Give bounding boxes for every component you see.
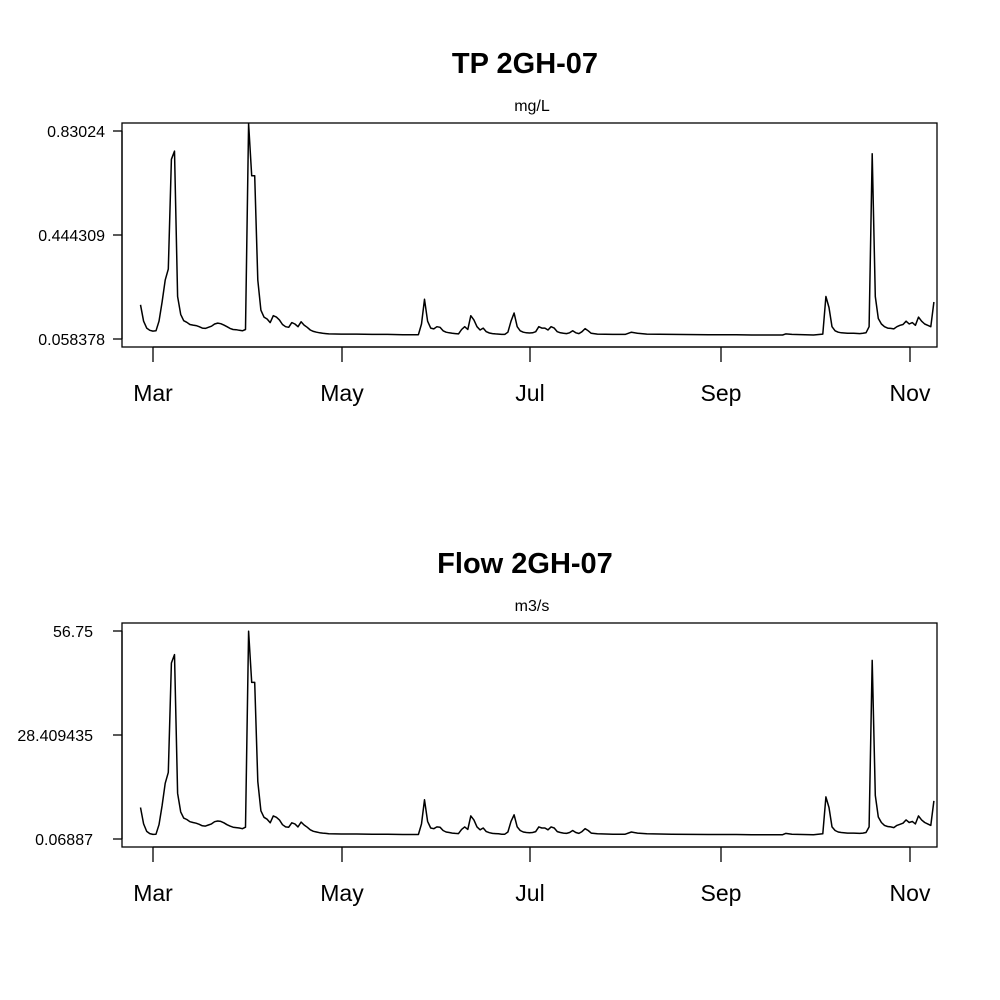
- y-tick-label: 56.75: [53, 624, 93, 641]
- x-tick-label: May: [320, 380, 364, 406]
- x-tick-label: Sep: [701, 880, 742, 906]
- x-tick-label: May: [320, 880, 364, 906]
- panel-tp: TP 2GH-07 mg/L 0.83024 0.444309 0.058378…: [38, 48, 938, 406]
- x-tick-label: Jul: [515, 380, 544, 406]
- y-tick-label: 28.409435: [17, 728, 93, 745]
- x-tick-label: Mar: [133, 880, 173, 906]
- x-tick-label: Mar: [133, 380, 173, 406]
- y-tick-label: 0.058378: [38, 332, 105, 349]
- y-axis: 0.83024 0.444309 0.058378: [38, 124, 123, 349]
- chart-title: Flow 2GH-07: [437, 548, 613, 580]
- x-tick-label: Nov: [890, 880, 931, 906]
- y-tick-label: 0.83024: [47, 124, 105, 141]
- chart-title: TP 2GH-07: [452, 48, 598, 80]
- x-axis: Mar May Jul Sep Nov: [133, 346, 931, 406]
- y-tick-label: 0.06887: [35, 832, 93, 849]
- x-tick-label: Sep: [701, 380, 742, 406]
- series-line-tp: [139, 122, 935, 336]
- plot-frame: [121, 122, 938, 348]
- y-axis: 56.75 28.409435 0.06887: [17, 624, 123, 849]
- plot-frame: [121, 622, 938, 848]
- y-tick-label: 0.444309: [38, 228, 105, 245]
- panel-flow: Flow 2GH-07 m3/s 56.75 28.409435 0.06887…: [17, 548, 938, 906]
- x-tick-label: Jul: [515, 880, 544, 906]
- chart-unit-label: m3/s: [515, 598, 550, 615]
- x-axis: Mar May Jul Sep Nov: [133, 846, 931, 906]
- series-line-flow: [139, 630, 935, 836]
- x-tick-label: Nov: [890, 380, 931, 406]
- chart-unit-label: mg/L: [514, 98, 550, 115]
